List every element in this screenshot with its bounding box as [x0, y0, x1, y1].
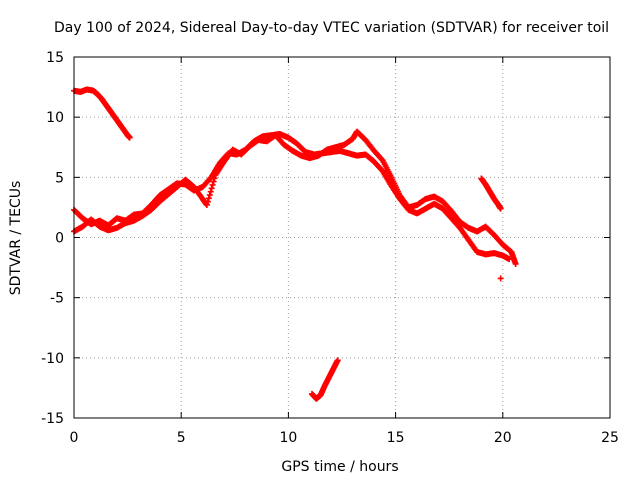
data-point	[497, 275, 504, 282]
data-points	[71, 86, 519, 402]
data-point	[208, 185, 215, 192]
series-main-trace-b	[71, 128, 519, 267]
data-point	[512, 260, 519, 267]
y-tick-label: 0	[55, 231, 64, 247]
data-point	[210, 178, 217, 185]
x-tick-label: 0	[70, 430, 79, 446]
x-tick-label: 5	[177, 430, 186, 446]
x-tick-label: 25	[601, 430, 619, 446]
data-point	[334, 357, 341, 364]
series-low-segment	[308, 357, 341, 402]
y-tick-label: -5	[50, 291, 64, 307]
data-point	[126, 134, 133, 141]
series-late-segment	[478, 175, 504, 212]
data-point	[206, 191, 213, 198]
y-tick-label: 15	[46, 50, 64, 66]
x-tick-label: 15	[387, 430, 405, 446]
grid-lines	[74, 57, 610, 418]
data-point	[205, 195, 212, 202]
y-axis-label: SDTVAR / TECUs	[8, 181, 24, 296]
y-tick-label: -10	[41, 351, 64, 367]
y-tick-label: 10	[46, 110, 64, 126]
series-early-segment	[71, 86, 133, 141]
data-point	[209, 181, 216, 188]
series-outlier	[497, 275, 504, 282]
y-tick-label: -15	[41, 411, 64, 427]
x-axis-label: GPS time / hours	[281, 459, 398, 475]
data-point	[203, 202, 210, 209]
x-tick-label: 10	[279, 430, 297, 446]
y-tick-label: 5	[55, 170, 64, 186]
data-point	[497, 205, 504, 212]
x-tick-label: 20	[494, 430, 512, 446]
axis-ticks: 0 5 10 15 20 25 -15 -10 -5 0 5 10 15	[41, 50, 619, 446]
data-point	[211, 175, 218, 182]
data-point	[204, 198, 211, 205]
chart-title: Day 100 of 2024, Sidereal Day-to-day VTE…	[54, 20, 609, 36]
data-point	[207, 188, 214, 195]
